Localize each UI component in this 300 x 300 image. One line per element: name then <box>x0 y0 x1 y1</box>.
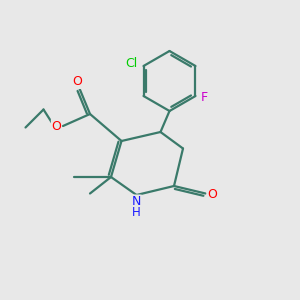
Text: O: O <box>52 119 61 133</box>
Text: F: F <box>200 91 207 104</box>
Text: Cl: Cl <box>125 56 137 70</box>
Text: H: H <box>132 206 141 220</box>
Text: O: O <box>207 188 217 202</box>
Text: N: N <box>132 195 141 208</box>
Text: O: O <box>72 75 82 88</box>
